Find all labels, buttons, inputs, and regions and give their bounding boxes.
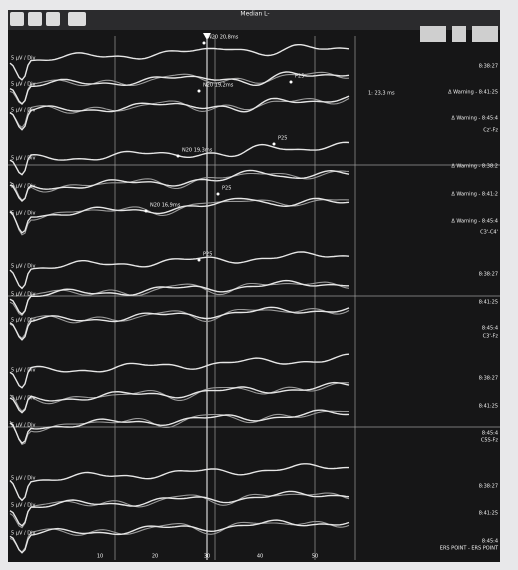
- trace-scale: 5 µV / Div: [11, 56, 35, 62]
- x-axis-label: 20: [152, 554, 158, 560]
- button[interactable]: [28, 12, 42, 26]
- peak-label: P25: [295, 74, 304, 80]
- peak-marker: [198, 90, 201, 93]
- peak-label: N20 20,8ms: [208, 35, 239, 41]
- trace-time: 8:45:4: [482, 326, 498, 332]
- x-axis-label: 40: [257, 554, 263, 560]
- x-axis-label: 50: [312, 554, 318, 560]
- peak-label: N20 19,2ms: [203, 83, 234, 89]
- channel-label: Cz'-Fz: [483, 128, 498, 134]
- peak-label: P25: [278, 136, 287, 142]
- trace-time: Δ Warning - 8:45:4: [451, 219, 498, 225]
- trace-time: Δ Warning - 8:45:4: [451, 116, 498, 122]
- button[interactable]: [420, 26, 446, 42]
- button[interactable]: [10, 12, 24, 26]
- trace-time: 8:45:4: [482, 539, 498, 545]
- trace-scale: 5 µV / Div: [11, 82, 35, 88]
- peak-marker: [145, 210, 148, 213]
- trace-scale: 5 µV / Div: [11, 211, 35, 217]
- x-axis-label: 30: [204, 554, 210, 560]
- trace-scale: 5 µV / Div: [11, 396, 35, 402]
- peak-label: P25: [222, 186, 231, 192]
- trace-time: 8:38:27: [479, 484, 498, 490]
- channel-label: ERS POINT - ERS POINT: [440, 546, 499, 552]
- trace-scale: 5 µV / Div: [11, 423, 35, 429]
- peak-label: N20 19,3ms: [182, 148, 213, 154]
- trace-time: 8:38:27: [479, 272, 498, 278]
- peak-marker: [217, 193, 220, 196]
- trace-time: 8:38:27: [479, 376, 498, 382]
- trace-time: Δ Warning - 8:41:2: [451, 192, 498, 198]
- trace-scale: 5 µV / Div: [11, 184, 35, 190]
- trace-time: 8:38:27: [479, 64, 498, 70]
- peak-marker: [290, 81, 293, 84]
- trace-scale: 5 µV / Div: [11, 476, 35, 482]
- trace-scale: 5 µV / Div: [11, 292, 35, 298]
- trace-scale: 5 µV / Div: [11, 503, 35, 509]
- peak-marker: [203, 42, 206, 45]
- button[interactable]: [68, 12, 86, 26]
- trace-time: 8:41:25: [479, 511, 498, 517]
- cursor-readout: 1: 23,3 ms: [368, 91, 395, 97]
- peak-marker: [198, 259, 201, 262]
- monitor-screen: Median L- 1: 23,3 ms 5 µV / Div 8:38:27 5 …: [0, 0, 518, 570]
- channel-label: C3'-C4': [480, 230, 498, 236]
- x-axis-label: 10: [97, 554, 103, 560]
- trace-scale: 5 µV / Div: [11, 531, 35, 537]
- trace-scale: 5 µV / Div: [11, 156, 35, 162]
- trace-time: 8:41:25: [479, 404, 498, 410]
- title: Median L-: [240, 11, 269, 18]
- trace-time: Δ Warning - 8:41:25: [448, 90, 498, 96]
- channel-label: C5S-Fz: [481, 438, 499, 444]
- trace-scale: 5 µV / Div: [11, 318, 35, 324]
- peak-label: P25: [203, 252, 212, 258]
- trace-scale: 5 µV / Div: [11, 108, 35, 114]
- channel-label: C3'-Fz: [483, 334, 499, 340]
- trace-scale: 5 µV / Div: [11, 368, 35, 374]
- trace-time: 8:41:25: [479, 300, 498, 306]
- button[interactable]: [46, 12, 60, 26]
- peak-label: N20 16,9ms: [150, 203, 181, 209]
- button[interactable]: [452, 26, 466, 42]
- trace-scale: 5 µV / Div: [11, 264, 35, 270]
- peak-marker: [273, 143, 276, 146]
- button[interactable]: [472, 26, 498, 42]
- peak-marker: [177, 155, 180, 158]
- trace-time: Δ Warning - 8:38:2: [451, 164, 498, 170]
- trace-time: 8:45:4: [482, 431, 498, 437]
